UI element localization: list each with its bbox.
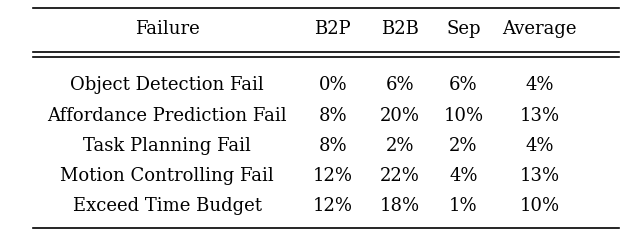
Text: 4%: 4%	[525, 76, 554, 94]
Text: 4%: 4%	[449, 167, 477, 185]
Text: 13%: 13%	[520, 107, 560, 125]
Text: 22%: 22%	[380, 167, 420, 185]
Text: 4%: 4%	[525, 137, 554, 155]
Text: 12%: 12%	[313, 197, 353, 215]
Text: Object Detection Fail: Object Detection Fail	[70, 76, 264, 94]
Text: Affordance Prediction Fail: Affordance Prediction Fail	[47, 107, 287, 125]
Text: B2P: B2P	[314, 20, 351, 38]
Text: B2B: B2B	[381, 20, 419, 38]
Text: 13%: 13%	[520, 167, 560, 185]
Text: 8%: 8%	[319, 107, 347, 125]
Text: 6%: 6%	[385, 76, 414, 94]
Text: 1%: 1%	[449, 197, 477, 215]
Text: Failure: Failure	[134, 20, 200, 38]
Text: 10%: 10%	[444, 107, 483, 125]
Text: 10%: 10%	[520, 197, 560, 215]
Text: Exceed Time Budget: Exceed Time Budget	[72, 197, 262, 215]
Text: 2%: 2%	[385, 137, 414, 155]
Text: Task Planning Fail: Task Planning Fail	[83, 137, 251, 155]
Text: Sep: Sep	[446, 20, 481, 38]
Text: 2%: 2%	[449, 137, 477, 155]
Text: 6%: 6%	[449, 76, 477, 94]
Text: 12%: 12%	[313, 167, 353, 185]
Text: 20%: 20%	[380, 107, 420, 125]
Text: 18%: 18%	[380, 197, 420, 215]
Text: Average: Average	[502, 20, 577, 38]
Text: Motion Controlling Fail: Motion Controlling Fail	[60, 167, 274, 185]
Text: 8%: 8%	[319, 137, 347, 155]
Text: 0%: 0%	[319, 76, 347, 94]
